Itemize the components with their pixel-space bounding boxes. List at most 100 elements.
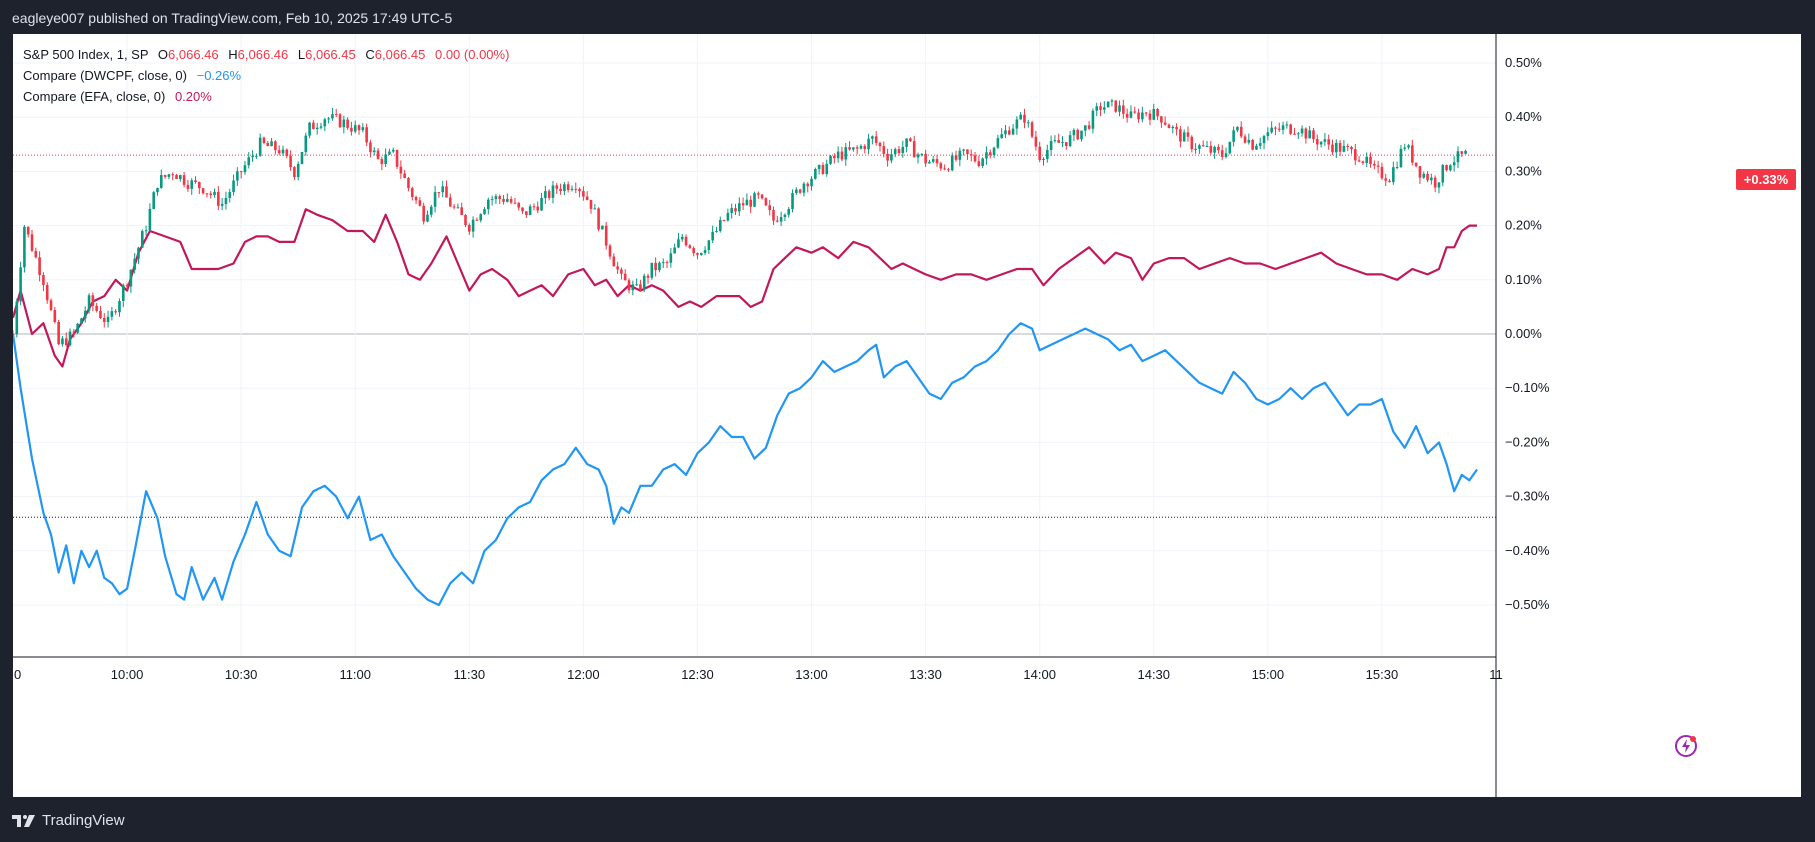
candle-body	[384, 154, 387, 165]
candle-body	[1053, 140, 1057, 142]
candle-body	[232, 180, 235, 193]
candle-body	[464, 215, 467, 225]
candle-body	[783, 214, 787, 218]
legend-compare1-row[interactable]: Compare (DWCPF, close, 0) −0.26%	[23, 65, 509, 86]
candle-body	[49, 300, 53, 310]
candle-body	[407, 177, 410, 189]
candle-body	[129, 269, 133, 287]
candle-body	[1289, 124, 1292, 134]
candle-body	[673, 247, 676, 254]
y-tick-label: −0.40%	[1505, 543, 1550, 558]
candle-body	[1422, 173, 1426, 178]
candle-body	[365, 127, 368, 143]
candle-body	[718, 220, 722, 232]
candle-body	[369, 142, 372, 153]
candle-body	[1205, 146, 1209, 148]
candle-body	[1080, 130, 1083, 140]
candle-body	[525, 211, 528, 215]
tradingview-brand[interactable]: TradingView	[12, 812, 125, 829]
flash-icon[interactable]	[1673, 733, 1699, 759]
candle-body	[958, 150, 962, 160]
candle-body	[555, 185, 559, 189]
candle-body	[410, 188, 414, 198]
legend-c-value: 6,066.45	[374, 47, 426, 62]
y-tick-label: −0.50%	[1505, 597, 1550, 612]
candle-body	[1004, 130, 1007, 135]
candle-body	[1243, 136, 1247, 143]
candle-body	[928, 161, 931, 164]
candle-body	[1103, 107, 1106, 110]
candle-body	[734, 208, 737, 212]
candle-body	[1354, 149, 1357, 161]
candle-body	[152, 192, 155, 209]
candle-body	[852, 147, 855, 150]
candle-body	[509, 199, 513, 203]
candle-body	[1403, 147, 1407, 149]
candle-body	[768, 205, 772, 211]
candle-body	[1411, 145, 1414, 163]
candle-body	[1380, 166, 1384, 179]
candle-body	[23, 226, 26, 268]
candle-body	[947, 169, 950, 171]
x-tick-label: 10:00	[111, 667, 144, 682]
candle-body	[703, 250, 707, 254]
candle-body	[1430, 177, 1433, 181]
candle-body	[711, 231, 714, 241]
candle-body	[601, 225, 604, 230]
candle-body	[308, 122, 311, 136]
candle-body	[72, 331, 76, 333]
candle-body	[802, 183, 806, 193]
candle-body	[977, 161, 981, 166]
legend-compare2-label: Compare (EFA, close, 0)	[23, 89, 166, 104]
candle-body	[589, 199, 593, 209]
candle-body	[30, 234, 34, 251]
candle-body	[1087, 125, 1091, 129]
candle-body	[1319, 141, 1323, 145]
candle-body	[749, 199, 752, 207]
candle-body	[372, 150, 376, 153]
candle-body	[1125, 113, 1129, 118]
legend-h-value: 6,066.46	[237, 47, 289, 62]
legend-main-title: S&P 500 Index, 1, SP	[23, 47, 149, 62]
chart-canvas[interactable]: 0.50% 0.40% 0.30% 0.20% 0.10% 0.00% −0.10% −0.2…	[13, 34, 1801, 797]
candle-body	[684, 236, 688, 246]
candle-body	[1034, 136, 1038, 147]
candle-body	[342, 119, 346, 128]
x-tick-label: 12:00	[567, 667, 600, 682]
candle-body	[106, 316, 110, 322]
candle-body	[15, 301, 19, 335]
candle-body	[171, 174, 175, 176]
candle-body	[270, 141, 273, 147]
candle-body	[220, 203, 224, 206]
candle-body	[209, 193, 213, 195]
candle-body	[1304, 128, 1308, 139]
candle-body	[490, 199, 494, 201]
candle-body	[871, 136, 874, 139]
legend-compare2-row[interactable]: Compare (EFA, close, 0) 0.20%	[23, 86, 509, 107]
candle-body	[1247, 139, 1251, 143]
candle-body	[810, 178, 813, 187]
candle-body	[323, 119, 327, 127]
candle-body	[559, 188, 562, 192]
candle-body	[1122, 105, 1125, 114]
candle-body	[114, 311, 117, 313]
candle-body	[1338, 142, 1342, 152]
candle-body	[1365, 156, 1369, 163]
candle-body	[266, 142, 270, 147]
candle-body	[1220, 150, 1224, 157]
candle-body	[251, 155, 254, 158]
candle-body	[532, 206, 536, 208]
candle-body	[707, 240, 711, 251]
candle-body	[1179, 129, 1182, 142]
candle-body	[479, 214, 483, 221]
candle-body	[68, 331, 72, 346]
chart-panel[interactable]: 0.50% 0.40% 0.30% 0.20% 0.10% 0.00% −0.10% −0.2…	[13, 34, 1801, 797]
candle-body	[905, 138, 908, 147]
candle-body	[1300, 128, 1304, 134]
candle-body	[1395, 167, 1399, 169]
candle-body	[954, 155, 958, 160]
legend-main-row[interactable]: S&P 500 Index, 1, SP O6,066.46 H6,066.46…	[23, 44, 509, 65]
candle-body	[102, 318, 106, 322]
candle-body	[236, 171, 239, 181]
legend-compare2-value: 0.20%	[174, 89, 212, 104]
